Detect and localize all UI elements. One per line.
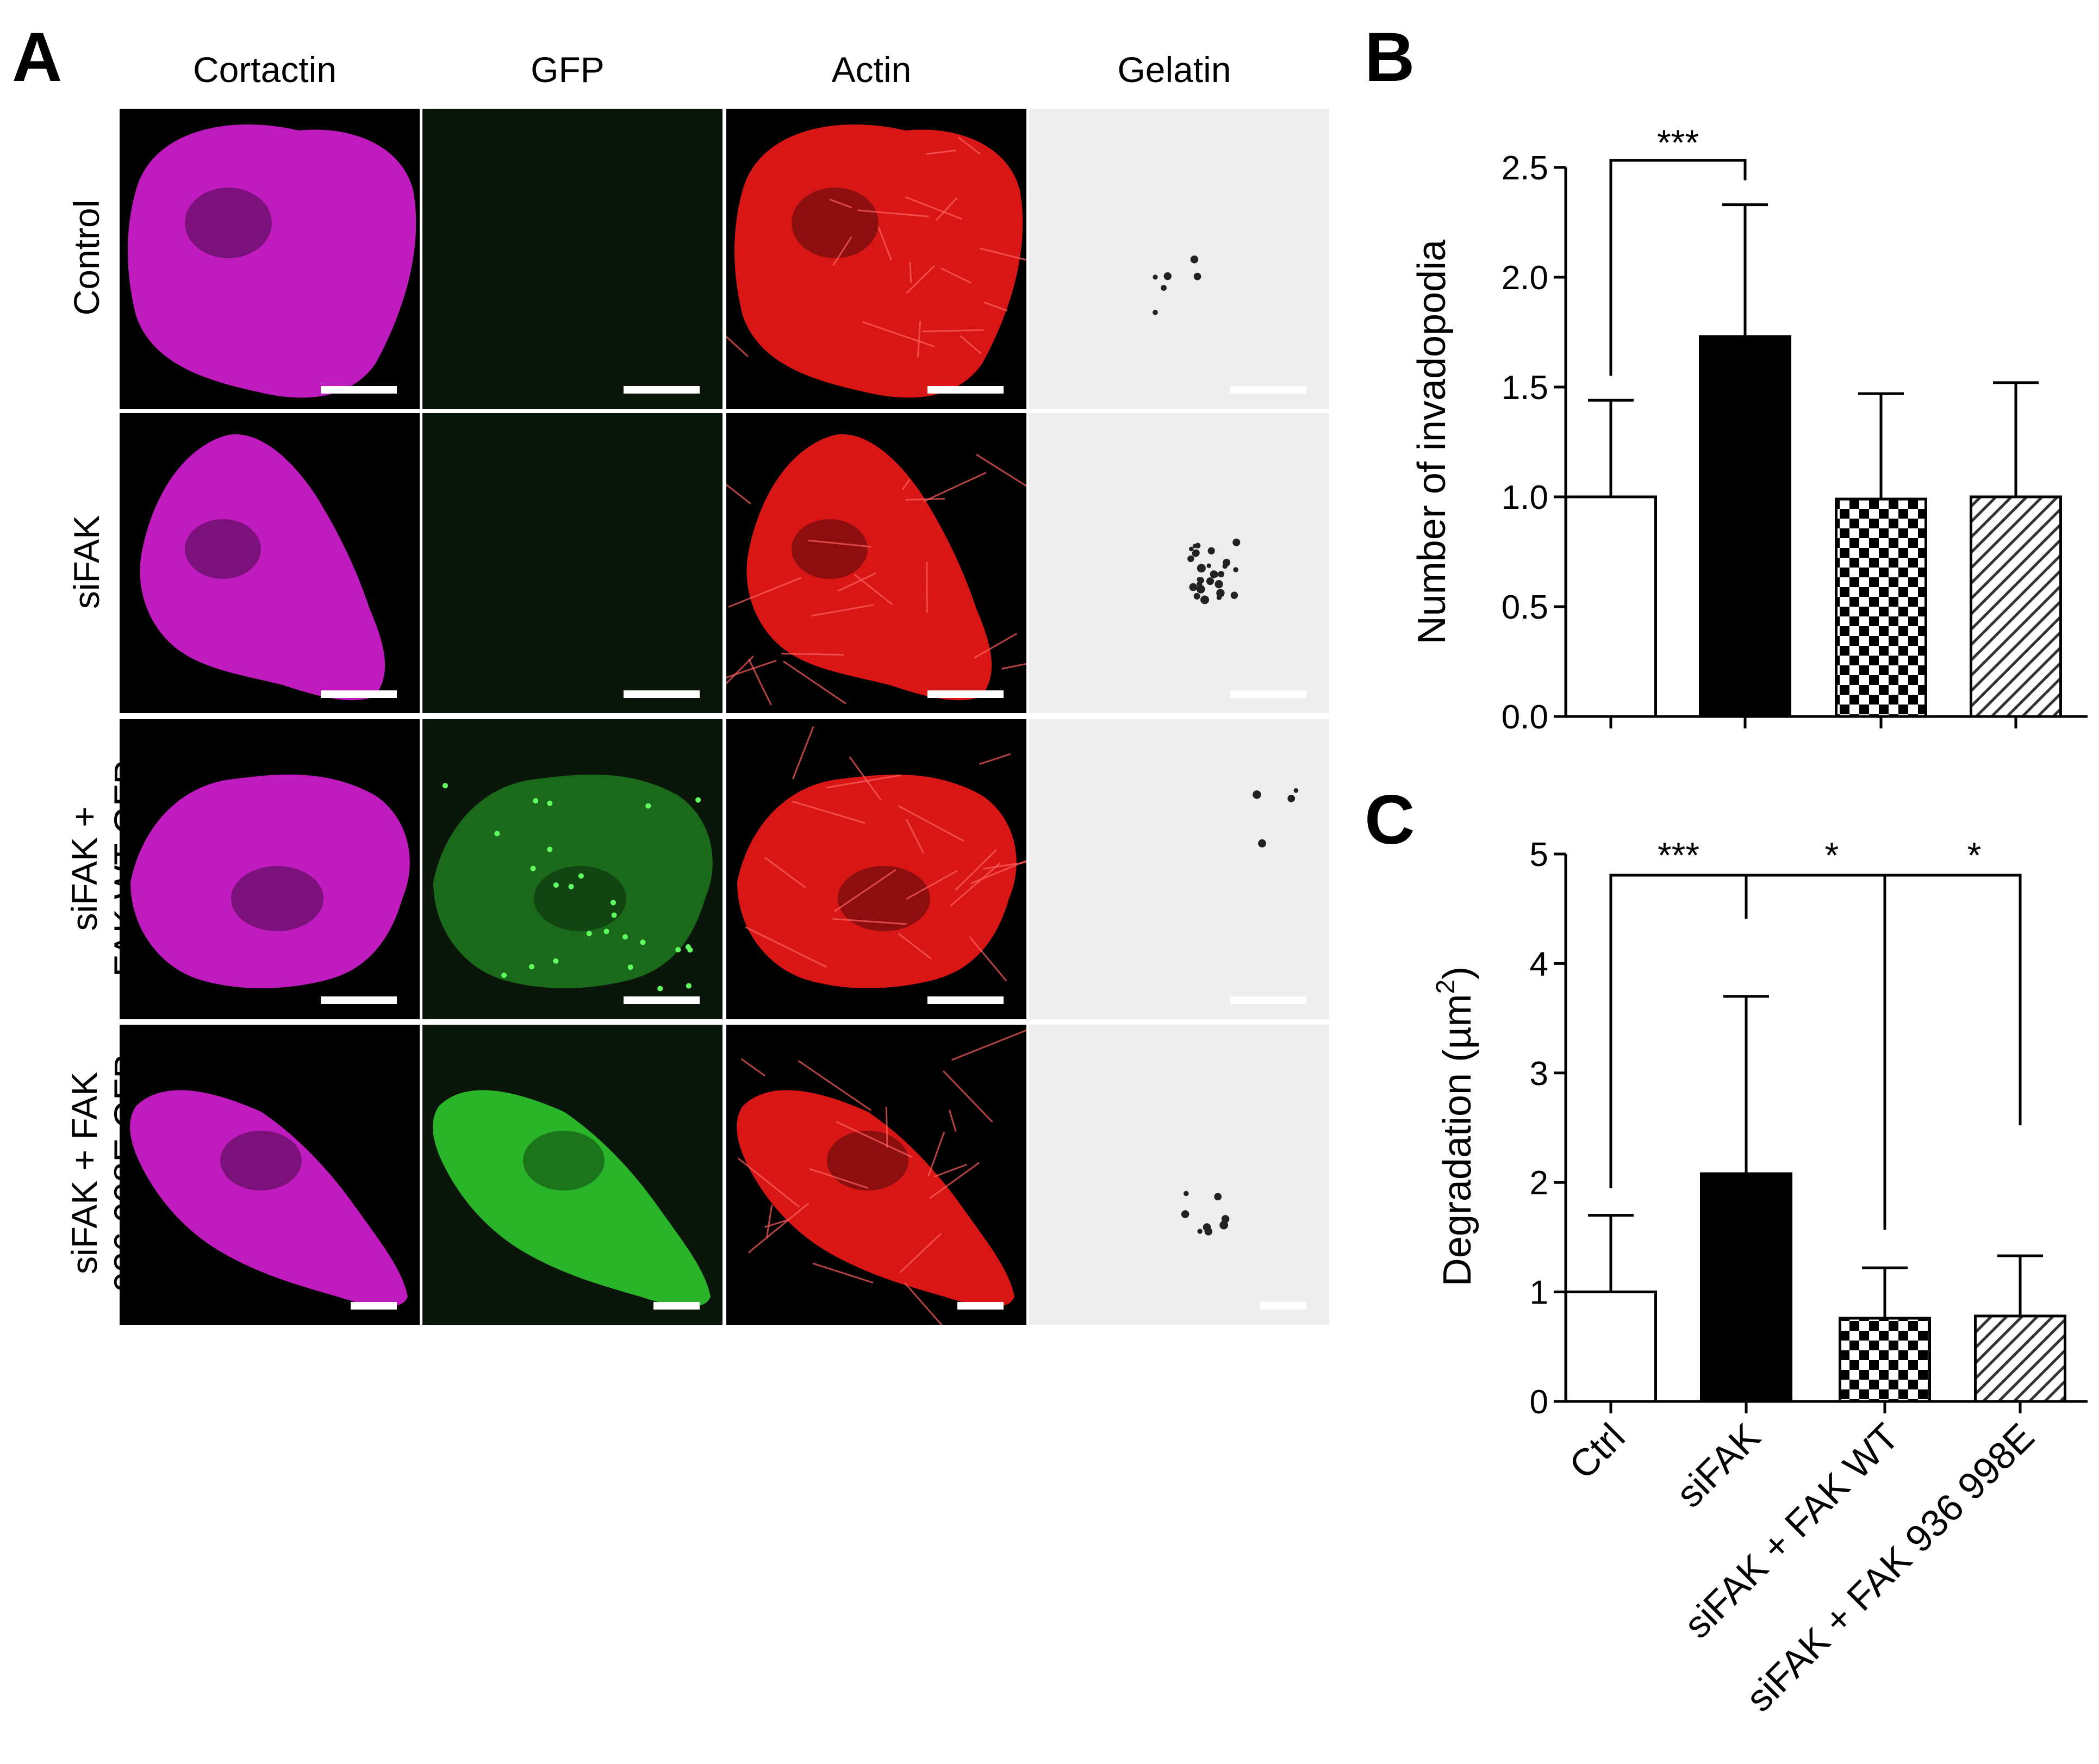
bar <box>1565 1291 1657 1403</box>
bar <box>1699 335 1791 718</box>
y-tick-label: 2.5 <box>1502 149 1548 187</box>
y-tick-label: 1.0 <box>1502 479 1548 516</box>
micrograph-actin <box>726 1025 1026 1325</box>
bar <box>1565 495 1657 718</box>
y-axis-label: Degradation (µm2) <box>1431 967 1479 1286</box>
x-category-label: siFAK <box>1668 1415 1768 1515</box>
micrograph-gfp <box>422 109 722 409</box>
significance-label: * <box>1967 835 1982 875</box>
significance-bracket <box>1609 874 2022 1188</box>
y-tick-label: 1.5 <box>1502 369 1548 407</box>
y-tick-label: 2 <box>1530 1164 1548 1202</box>
bar <box>1970 495 2062 718</box>
x-category-label: siFAK + FAK 936 998E <box>1738 1415 2042 1719</box>
row-header-control: Control <box>66 200 107 316</box>
column-header-gfp: GFP <box>531 49 605 90</box>
y-tick-label: 2.0 <box>1502 259 1548 297</box>
y-axis-label: Number of invadopodia <box>1410 239 1454 644</box>
column-header-cortactin: Cortactin <box>192 49 337 90</box>
micrograph-gelatin <box>1029 109 1329 409</box>
panel-letter-a: A <box>12 18 63 96</box>
bar <box>1974 1314 2066 1403</box>
micrograph-actin <box>726 109 1026 409</box>
panel-letter-c: C <box>1365 781 1415 859</box>
micrograph-gfp <box>422 1025 722 1325</box>
bar <box>1839 1317 1931 1403</box>
x-category-label: siFAK + FAK WT <box>1676 1415 1907 1646</box>
micrograph-gfp <box>422 413 722 713</box>
significance-label: *** <box>1658 835 1699 875</box>
micrograph-gfp <box>422 719 722 1019</box>
y-tick-label: 5 <box>1530 836 1548 874</box>
row-header-sifak: siFAK <box>66 515 107 609</box>
y-tick-label: 0.0 <box>1502 699 1548 736</box>
panel-letter-b: B <box>1365 18 1415 96</box>
micrograph-gelatin <box>1029 413 1329 713</box>
micrograph-cortactin <box>120 719 420 1019</box>
significance-label: * <box>1825 835 1839 875</box>
y-tick-label: 3 <box>1530 1055 1548 1093</box>
micrograph-gelatin <box>1029 1025 1329 1325</box>
micrograph-actin <box>726 413 1026 713</box>
y-tick-label: 0.5 <box>1502 589 1548 626</box>
significance-label: *** <box>1657 122 1699 163</box>
y-tick-label: 0 <box>1530 1383 1548 1421</box>
y-tick-label: 1 <box>1530 1274 1548 1312</box>
column-header-actin: Actin <box>831 49 912 90</box>
y-tick-label: 4 <box>1530 945 1548 983</box>
bar <box>1835 497 1927 718</box>
significance-bracket <box>1609 159 1747 376</box>
bar <box>1700 1172 1792 1403</box>
micrograph-actin <box>726 719 1026 1019</box>
micrograph-gelatin <box>1029 719 1329 1019</box>
micrograph-cortactin <box>120 109 420 409</box>
x-category-label: Ctrl <box>1561 1415 1633 1487</box>
micrograph-cortactin <box>120 413 420 713</box>
column-header-gelatin: Gelatin <box>1117 49 1231 90</box>
micrograph-cortactin <box>120 1025 420 1325</box>
